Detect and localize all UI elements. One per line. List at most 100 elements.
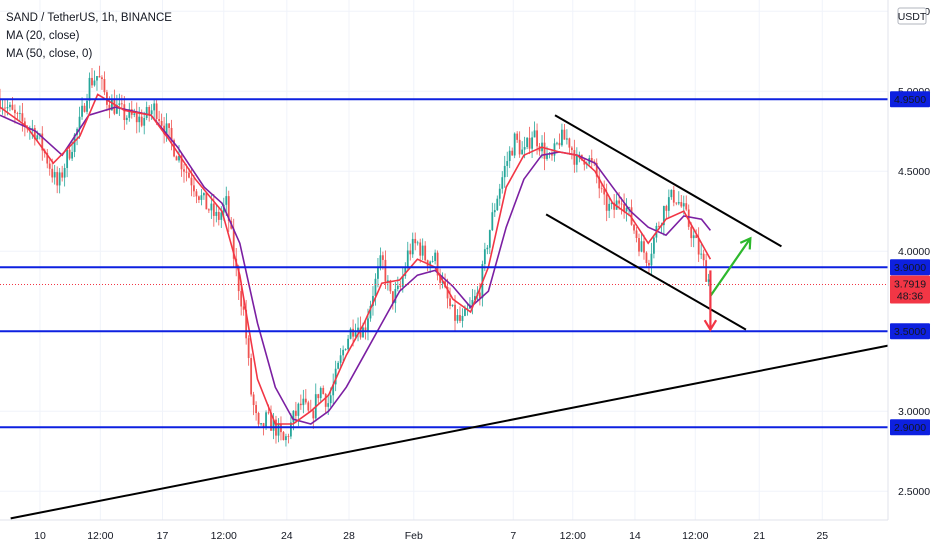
candle-body-161 — [399, 285, 402, 287]
candle-body-249 — [618, 200, 621, 204]
candle-body-206 — [511, 150, 514, 156]
candle-body-250 — [620, 203, 623, 205]
candle-body-6 — [14, 109, 16, 114]
x-tick-label-8: 12:00 — [560, 530, 586, 542]
candle-body-122 — [302, 398, 305, 406]
candle-body-108 — [267, 412, 270, 414]
candle-body-185 — [459, 315, 461, 321]
candle-body-215 — [533, 130, 536, 138]
candle-body-190 — [471, 300, 474, 305]
chart-title: SAND / TetherUS, 1h, BINANCE — [6, 12, 172, 24]
candle-body-174 — [431, 261, 434, 262]
candle-body-104 — [257, 413, 260, 425]
candle-body-263 — [653, 237, 655, 254]
level-label-1: 3.9000 — [894, 262, 926, 274]
currency-badge — [897, 7, 927, 25]
candle-body-64 — [158, 118, 161, 121]
candle-body-97 — [240, 291, 243, 307]
level-badge-3 — [890, 419, 930, 436]
candle-body-169 — [419, 242, 422, 256]
candle-body-195 — [483, 249, 486, 265]
candle-body-60 — [148, 107, 151, 115]
candle-body-214 — [531, 137, 533, 149]
candle-body-75 — [185, 171, 188, 173]
candle-body-146 — [362, 327, 364, 338]
candle-body-272 — [675, 202, 678, 204]
overlay-layer — [0, 98, 889, 520]
candle-body-7 — [16, 113, 19, 114]
candle-body-100 — [247, 338, 250, 359]
arrow-shaft-0 — [709, 237, 752, 297]
candle-body-82 — [202, 193, 205, 196]
candle-body-21 — [51, 168, 54, 178]
candle-body-78 — [193, 185, 195, 192]
x-tick-label-10: 12:00 — [682, 530, 708, 542]
candle-body-198 — [491, 212, 494, 231]
candle-body-131 — [324, 393, 327, 407]
candle-body-74 — [183, 169, 185, 172]
x-tick-label-3: 12:00 — [211, 530, 237, 542]
candle-body-163 — [404, 267, 407, 277]
candle-body-278 — [690, 226, 693, 239]
candle-body-231 — [573, 150, 576, 165]
candle-body-34 — [83, 105, 86, 112]
candle-body-258 — [640, 241, 643, 252]
y-tick-label-2: 4.5000 — [898, 166, 930, 178]
current-price-badge — [890, 275, 930, 304]
candle-body-8 — [18, 113, 21, 115]
candle-body-52 — [128, 109, 131, 118]
level-badge-0 — [890, 91, 930, 108]
candle-body-40 — [98, 76, 101, 78]
candle-body-273 — [677, 202, 680, 204]
candle-body-153 — [379, 255, 382, 268]
candle-body-171 — [424, 245, 427, 261]
candle-body-238 — [590, 157, 593, 162]
candle-body-22 — [53, 172, 56, 178]
candle-body-180 — [446, 287, 449, 299]
candle-body-44 — [108, 104, 111, 111]
candle-body-27 — [66, 149, 69, 168]
candle-body-160 — [396, 285, 399, 290]
candle-body-102 — [252, 394, 255, 406]
legend-ma50: MA (50, close, 0) — [6, 48, 93, 60]
candle-body-55 — [135, 113, 138, 123]
candle-body-63 — [155, 103, 158, 119]
candle-body-243 — [603, 188, 606, 195]
candle-body-57 — [140, 116, 143, 126]
candle-body-47 — [115, 104, 118, 114]
candle-body-39 — [96, 76, 98, 81]
candle-body-191 — [474, 296, 476, 301]
candle-body-230 — [570, 147, 573, 151]
candle-body-61 — [150, 110, 153, 115]
candle-body-269 — [667, 197, 670, 211]
candle-body-71 — [175, 156, 178, 161]
x-tick-label-7: 7 — [510, 530, 516, 542]
candle-body-170 — [421, 245, 424, 256]
candle-body-62 — [153, 103, 156, 111]
candle-body-37 — [91, 77, 93, 86]
candle-body-159 — [394, 289, 397, 304]
candle-body-162 — [401, 276, 404, 287]
candle-body-96 — [237, 267, 240, 292]
candle-body-219 — [543, 142, 546, 159]
candle-body-72 — [178, 155, 180, 161]
candle-body-101 — [250, 358, 253, 395]
candle-body-73 — [180, 155, 183, 170]
candle-body-38 — [93, 80, 96, 86]
candle-body-56 — [138, 116, 141, 123]
candle-body-105 — [260, 423, 262, 425]
candle-body-80 — [198, 196, 200, 200]
candle-body-106 — [262, 423, 265, 428]
candle-body-139 — [344, 349, 347, 350]
candle-body-212 — [526, 137, 529, 148]
countdown-label: 48:36 — [897, 290, 923, 302]
candle-body-204 — [506, 161, 509, 166]
candle-body-246 — [610, 202, 613, 204]
candle-body-36 — [88, 77, 91, 101]
candle-body-283 — [702, 253, 705, 261]
candle-body-220 — [546, 154, 548, 159]
candle-body-19 — [46, 153, 49, 164]
candle-body-92 — [227, 196, 230, 222]
